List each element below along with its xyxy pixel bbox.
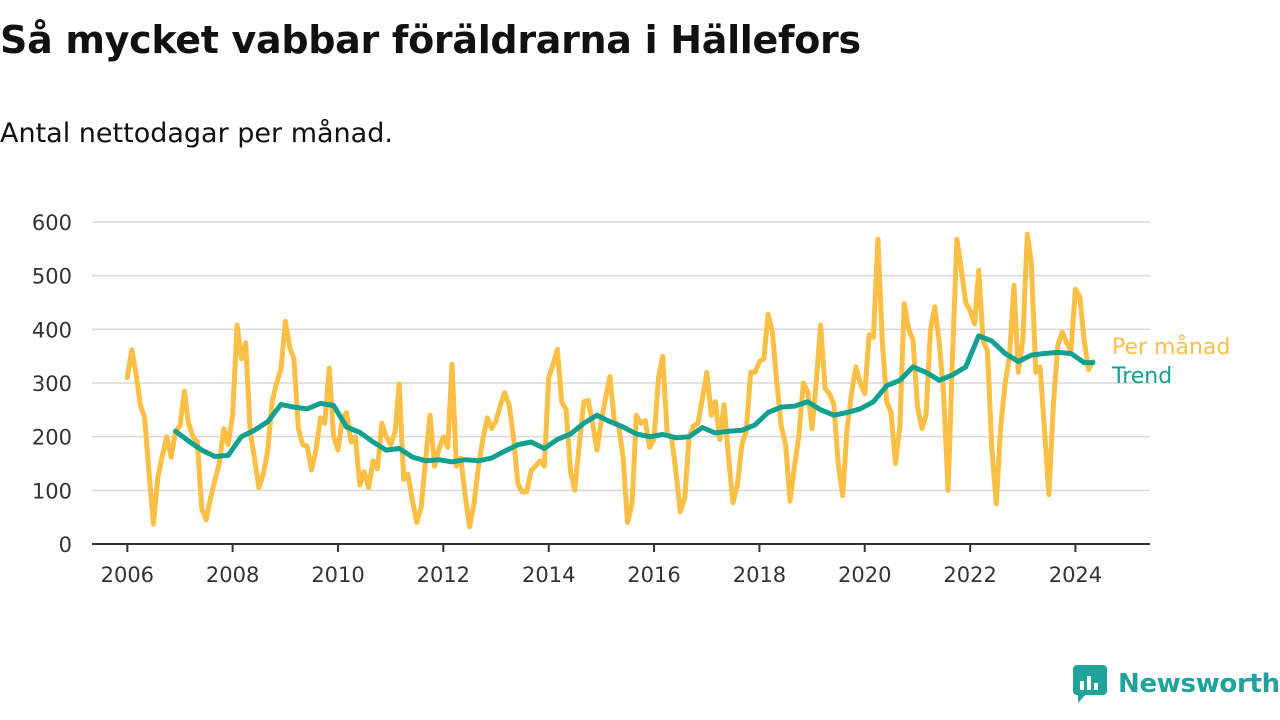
series-line-monthly <box>124 231 1096 530</box>
y-tick-label: 300 <box>32 372 72 396</box>
x-tick-label: 2010 <box>311 563 364 587</box>
y-tick-label: 600 <box>32 211 72 235</box>
x-tick-label: 2022 <box>943 563 996 587</box>
legend: Per månad Trend <box>1111 334 1230 389</box>
x-tick-label: 2024 <box>1049 563 1102 587</box>
x-tick-label: 2014 <box>522 563 575 587</box>
y-tick-label: 400 <box>32 318 72 342</box>
y-tick-label: 200 <box>32 426 72 450</box>
y-axis-ticks: 0 100 200 300 400 500 600 <box>32 211 72 557</box>
x-axis: 2006 2008 2010 2012 2014 2016 2018 2020 2022 2024 <box>92 543 1150 587</box>
x-tick-label: 2008 <box>206 563 259 587</box>
x-tick-label: 2006 <box>101 563 154 587</box>
series-label-monthly: Per månad <box>1112 334 1230 360</box>
series-layer <box>124 231 1096 530</box>
brand-logo[interactable]: Newsworthy <box>1072 662 1280 706</box>
chart-title: Så mycket vabbar föräldrarna i Hällefors <box>0 18 861 62</box>
series-line-trend <box>173 333 1096 465</box>
x-tick-label: 2012 <box>417 563 470 587</box>
x-tick-label: 2016 <box>627 563 680 587</box>
x-tick-label: 2018 <box>733 563 786 587</box>
y-tick-label: 100 <box>32 479 72 503</box>
newsworthy-logo-icon <box>1073 665 1107 703</box>
x-tick-label: 2020 <box>838 563 891 587</box>
y-tick-label: 0 <box>59 533 72 557</box>
series-label-trend: Trend <box>1111 364 1172 389</box>
y-tick-label: 500 <box>32 265 72 289</box>
chart-subtitle: Antal nettodagar per månad. <box>0 118 393 149</box>
gridlines <box>92 221 1150 492</box>
brand-name: Newsworthy <box>1118 669 1280 699</box>
